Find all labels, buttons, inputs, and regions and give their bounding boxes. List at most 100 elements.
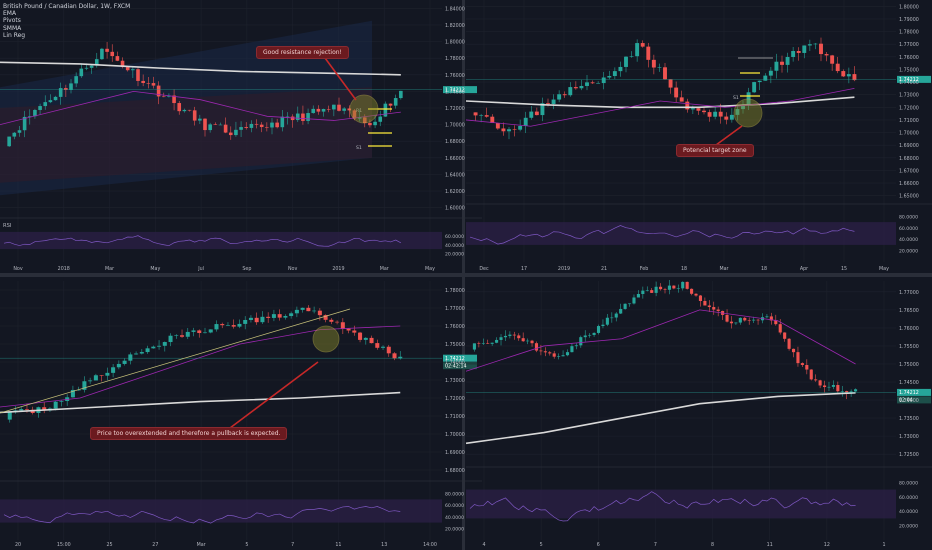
candle (627, 303, 632, 305)
candle (64, 88, 68, 90)
candle (294, 309, 299, 314)
candle (340, 322, 345, 329)
callout-arrow (324, 57, 357, 101)
candle (306, 113, 310, 121)
legend-pivots[interactable]: Pivots (3, 17, 21, 25)
candle (819, 43, 823, 55)
candle (275, 122, 279, 128)
candle (672, 285, 676, 289)
candle (289, 313, 294, 317)
candle (813, 43, 818, 45)
candle (244, 127, 249, 128)
candle (477, 343, 481, 344)
x-tick-label: Mar (719, 266, 728, 272)
candle (220, 324, 225, 326)
candle (110, 51, 115, 57)
x-tick-label: 15 (841, 266, 847, 272)
candle (157, 345, 162, 347)
candle (800, 363, 804, 365)
candle (632, 297, 636, 304)
candle (601, 77, 606, 84)
y-tick-label: 1.76000 (445, 324, 465, 330)
candle (33, 109, 37, 117)
candle (335, 321, 340, 323)
candle (796, 352, 800, 364)
candle (807, 44, 812, 46)
candle (707, 112, 712, 117)
x-tick-label: 11 (767, 542, 773, 548)
candle (79, 68, 84, 77)
y-tick-label: 1.70000 (899, 131, 919, 137)
candle (854, 389, 858, 392)
candle (561, 355, 565, 357)
candle (228, 132, 233, 136)
candle (546, 103, 550, 105)
legend-ema[interactable]: EMA (3, 10, 17, 18)
candle (136, 69, 140, 81)
y-tick-label: 1.74500 (899, 380, 919, 386)
legend-linreg[interactable]: Lin Reg (3, 31, 26, 39)
x-tick-label: 5 (540, 542, 543, 548)
candle (38, 106, 42, 110)
candle (115, 56, 120, 61)
candle (696, 108, 701, 111)
candle (651, 59, 656, 68)
candle (743, 317, 747, 321)
chart-legend: British Pound / Canadian Dollar, 1W, FXC… (3, 3, 130, 39)
x-tick-label: 15:00 (57, 542, 71, 548)
target-circle (312, 325, 340, 353)
candle (312, 310, 317, 312)
x-tick-label: Nov (288, 266, 298, 272)
candle (346, 328, 351, 331)
candle (486, 343, 490, 344)
y-tick-label: 1.73000 (899, 93, 919, 99)
chart-panel-top-left (0, 0, 482, 262)
candle (791, 51, 796, 57)
candle (266, 316, 271, 318)
candle (618, 66, 623, 72)
candle (512, 129, 517, 130)
price-tag (443, 354, 477, 362)
candle (185, 331, 190, 337)
candle (729, 321, 734, 324)
candle (479, 115, 484, 116)
candle (835, 63, 840, 72)
y-tick-label: 1.71000 (899, 118, 919, 124)
candle (635, 43, 640, 57)
target-circle (349, 94, 379, 124)
candle (676, 288, 680, 289)
candle (187, 109, 192, 111)
candle (58, 88, 63, 97)
candle (337, 104, 341, 111)
candle (674, 87, 679, 98)
candle (295, 113, 300, 121)
legend-smma[interactable]: SMMA (3, 24, 22, 32)
pivot-label-r1: R1 (356, 108, 362, 114)
vertical-divider (462, 0, 465, 550)
candle (557, 356, 561, 357)
x-tick-label: 18 (681, 266, 687, 272)
candle (852, 74, 857, 81)
candle (694, 293, 698, 296)
x-tick-label: 7 (654, 542, 657, 548)
candle (698, 295, 703, 301)
candle (778, 324, 782, 333)
x-tick-label: Mar (380, 266, 389, 272)
candle (168, 335, 173, 343)
y-tick-label: 1.60000 (445, 206, 465, 212)
candle (89, 65, 94, 68)
candle (614, 313, 618, 318)
candle (145, 348, 150, 353)
y-tick-label: 1.66000 (445, 156, 465, 162)
x-tick-label: Mar (197, 542, 206, 548)
candle (836, 385, 840, 392)
candle (640, 43, 645, 47)
y-tick-label: 1.75500 (899, 344, 919, 350)
candle (734, 322, 738, 324)
candle (88, 380, 93, 382)
candle (146, 83, 151, 84)
candle (685, 281, 689, 289)
candle (300, 307, 305, 310)
moving-average-purple (465, 309, 856, 372)
candle (386, 346, 391, 354)
